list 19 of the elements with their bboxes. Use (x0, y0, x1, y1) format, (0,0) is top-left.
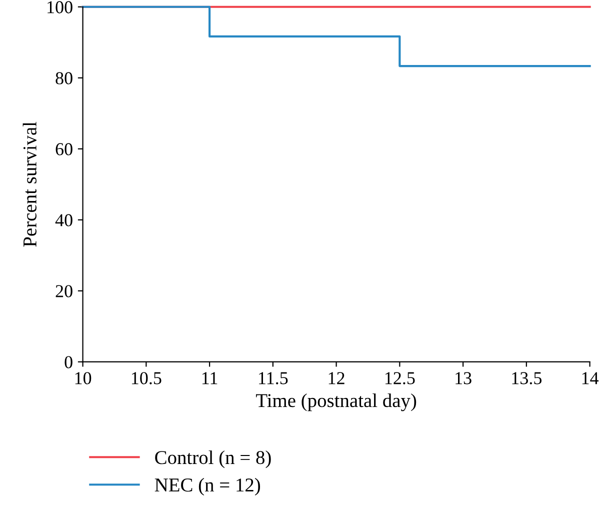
x-tick-label: 11.5 (259, 372, 288, 384)
y-tick-label: 0 (64, 356, 72, 368)
y-tick-label: 60 (56, 143, 72, 156)
x-tick-label: 11 (202, 372, 218, 384)
x-tick-label: 10 (75, 372, 92, 384)
x-tick-label: 12 (328, 372, 344, 384)
legend-label: NEC (n = 12) (154, 478, 260, 496)
x-tick-label: 12.5 (385, 372, 415, 384)
x-tick-label: 10.5 (132, 372, 162, 384)
y-tick-label: 80 (56, 72, 72, 84)
y-tick-label: 100 (48, 1, 72, 14)
x-tick-label: 13 (456, 372, 472, 384)
x-tick-label: 13.5 (512, 372, 542, 384)
x-tick-label: 14 (582, 372, 599, 384)
y-tick-label: 20 (56, 285, 72, 298)
legend-label: Control (n = 8) (155, 450, 271, 468)
y-tick-label: 40 (55, 214, 72, 226)
y-axis-title: Percent survival (22, 122, 36, 247)
x-axis-title: Time (postnatal day) (256, 393, 416, 412)
